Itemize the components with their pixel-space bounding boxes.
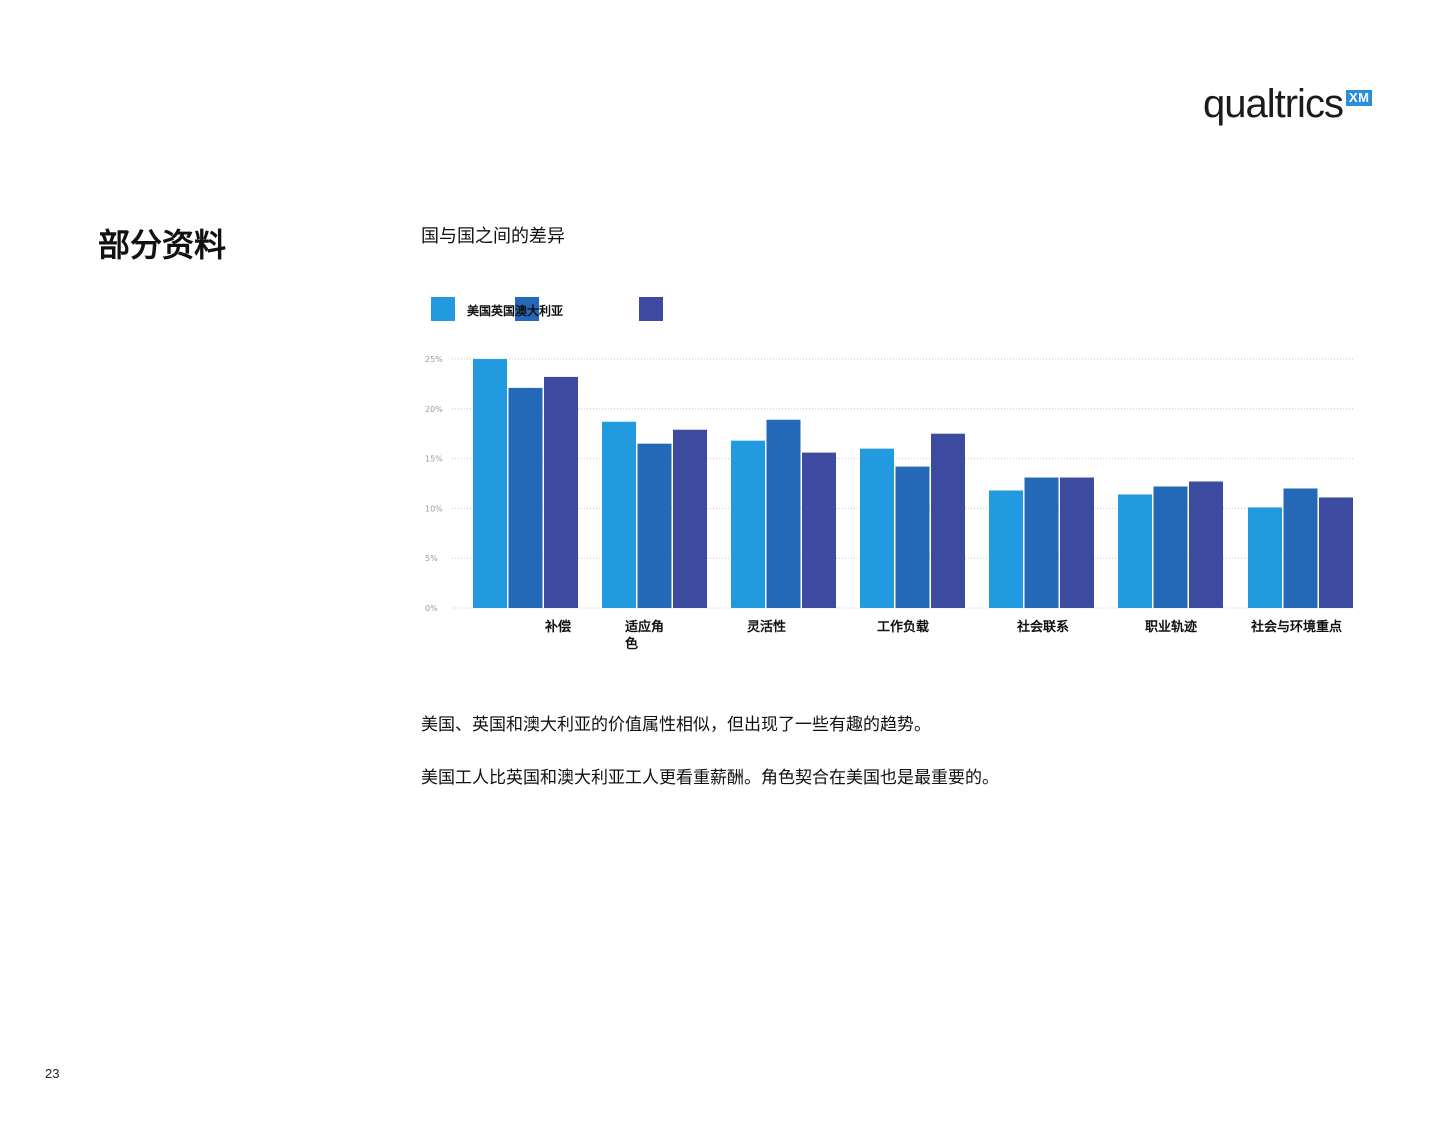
x-category-label: 适应角 色 (625, 620, 665, 652)
bar (508, 387, 543, 608)
chart-title: 国与国之间的差异 (421, 226, 565, 247)
x-category-label: 灵活性 (747, 620, 787, 635)
bar (1118, 494, 1152, 608)
bar (673, 429, 707, 608)
bar (1189, 481, 1223, 608)
y-tick-label: 15% (425, 455, 443, 464)
bar (931, 433, 965, 608)
logo-xm-badge: XM (1345, 90, 1373, 107)
bar (1024, 477, 1059, 608)
legend-swatch-australia (639, 297, 663, 321)
chart-legend: 美国英国澳大利亚 (431, 297, 671, 323)
legend-swatch-usa (431, 297, 455, 321)
bar (1283, 488, 1318, 608)
bar (895, 466, 930, 608)
bar-chart: 25% 20% 15% 10% 5% 0% (425, 355, 1354, 613)
bar (860, 448, 894, 608)
page-number: 23 (45, 1066, 60, 1081)
x-category-label: 社会与环境重点 (1251, 620, 1343, 635)
x-category-label: 补偿 (545, 620, 572, 635)
bar (602, 421, 636, 608)
bar (473, 359, 507, 608)
section-title: 部分资料 (98, 226, 227, 264)
x-category-label: 职业轨迹 (1145, 620, 1198, 635)
body-text-line-2: 美国工人比英国和澳大利亚工人更看重薪酬。角色契合在美国也是最重要的。 (421, 768, 999, 788)
bar (637, 443, 672, 608)
bar (731, 440, 765, 608)
bar (989, 490, 1023, 608)
y-tick-label: 5% (425, 554, 438, 563)
bar (1319, 497, 1353, 608)
bar (1060, 477, 1094, 608)
body-text-line-1: 美国、英国和澳大利亚的价值属性相似，但出现了一些有趣的趋势。 (421, 715, 931, 735)
bar (766, 419, 801, 608)
y-tick-label: 10% (425, 504, 443, 513)
y-tick-label: 25% (425, 355, 443, 364)
logo-wordmark: qualtrics (1203, 82, 1344, 126)
bar (802, 452, 836, 608)
y-tick-label: 0% (425, 604, 438, 613)
bar (544, 376, 578, 608)
y-tick-label: 20% (425, 405, 443, 414)
bar (1248, 507, 1282, 608)
x-category-label: 社会联系 (1017, 620, 1070, 635)
qualtrics-logo: qualtrics XM (1203, 82, 1373, 126)
legend-swatch-uk (515, 297, 539, 321)
x-category-label: 工作负载 (877, 620, 930, 635)
bar (1153, 486, 1188, 608)
legend-text: 美国英国澳大利亚 (467, 304, 564, 318)
